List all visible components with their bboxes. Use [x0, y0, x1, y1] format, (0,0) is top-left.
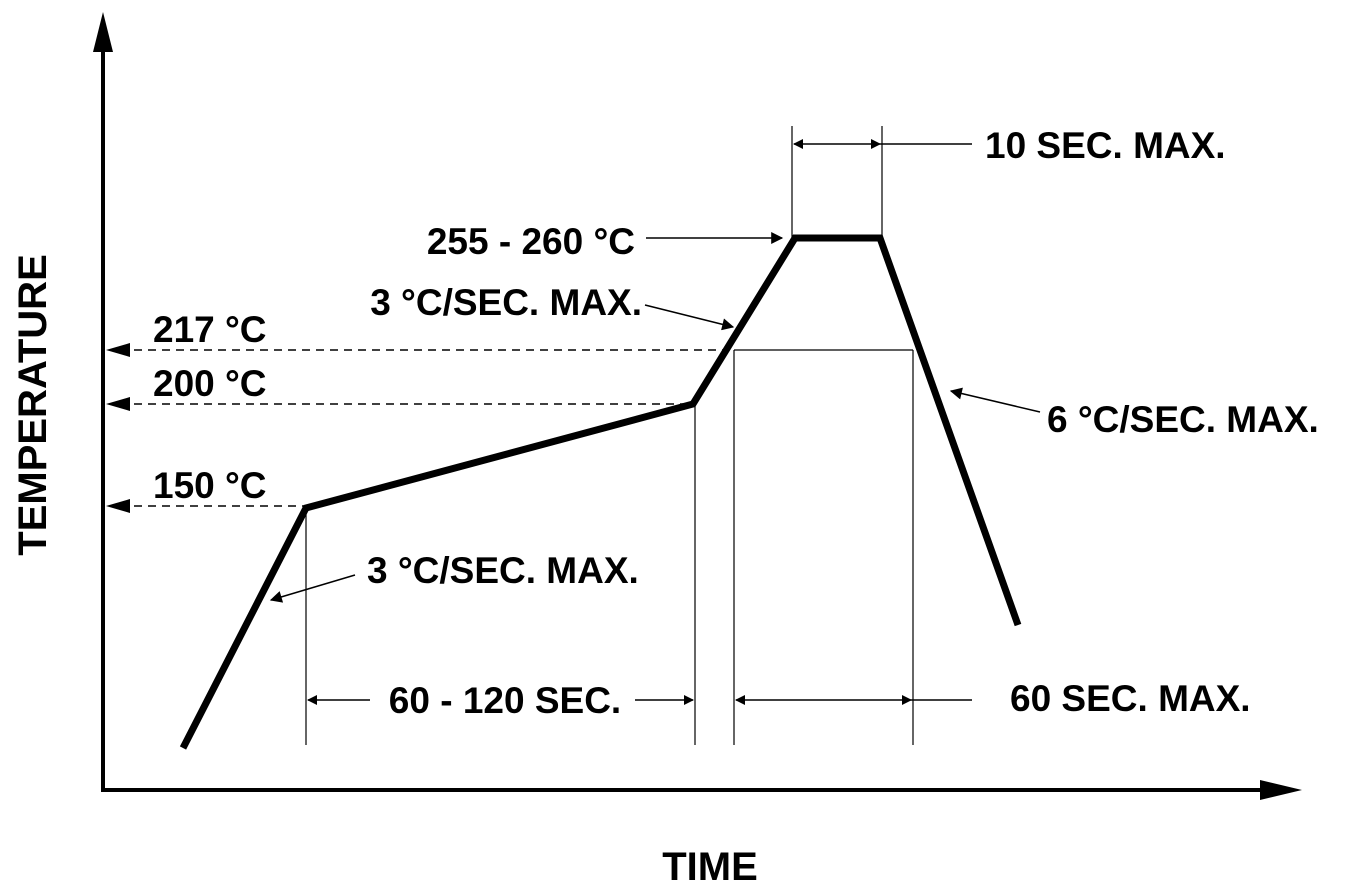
y-axis: [93, 12, 113, 792]
temp-label-217: 217 °C: [153, 309, 267, 350]
reference-lines: [120, 349, 728, 507]
guide-lines: [305, 126, 914, 745]
duration-dimensions: [307, 139, 972, 705]
rate-label-ramp-up-1: 3 °C/SEC. MAX.: [367, 550, 639, 591]
profile-curve: [179, 234, 1022, 750]
temp-label-150: 150 °C: [153, 465, 267, 506]
callout-leaders: [269, 232, 1041, 603]
x-axis-label: TIME: [662, 845, 758, 887]
ref-arrow-217-icon: [106, 343, 130, 357]
ramp-up-1-leader: [269, 574, 356, 603]
x-axis-arrow-icon: [1260, 780, 1302, 800]
duration-label-soak: 60 - 120 SEC.: [389, 680, 621, 721]
rate-label-ramp-down: 6 °C/SEC. MAX.: [1047, 399, 1319, 440]
duration-label-peak: 10 SEC. MAX.: [985, 125, 1226, 166]
reference-arrows: [106, 343, 130, 513]
ramp-down-leader: [949, 387, 1041, 413]
y-axis-label: TEMPERATURE: [11, 254, 55, 555]
temp-label-200: 200 °C: [153, 363, 267, 404]
temp-label-peak: 255 - 260 °C: [427, 221, 635, 262]
ref-arrow-200-icon: [106, 397, 130, 411]
x-axis: [101, 780, 1302, 800]
y-axis-arrow-icon: [93, 12, 113, 52]
rate-label-ramp-up-2: 3 °C/SEC. MAX.: [370, 282, 642, 323]
ramp-up-2-leader: [644, 304, 735, 331]
ref-arrow-150-icon: [106, 499, 130, 513]
duration-label-above-liquidus: 60 SEC. MAX.: [1010, 678, 1251, 719]
